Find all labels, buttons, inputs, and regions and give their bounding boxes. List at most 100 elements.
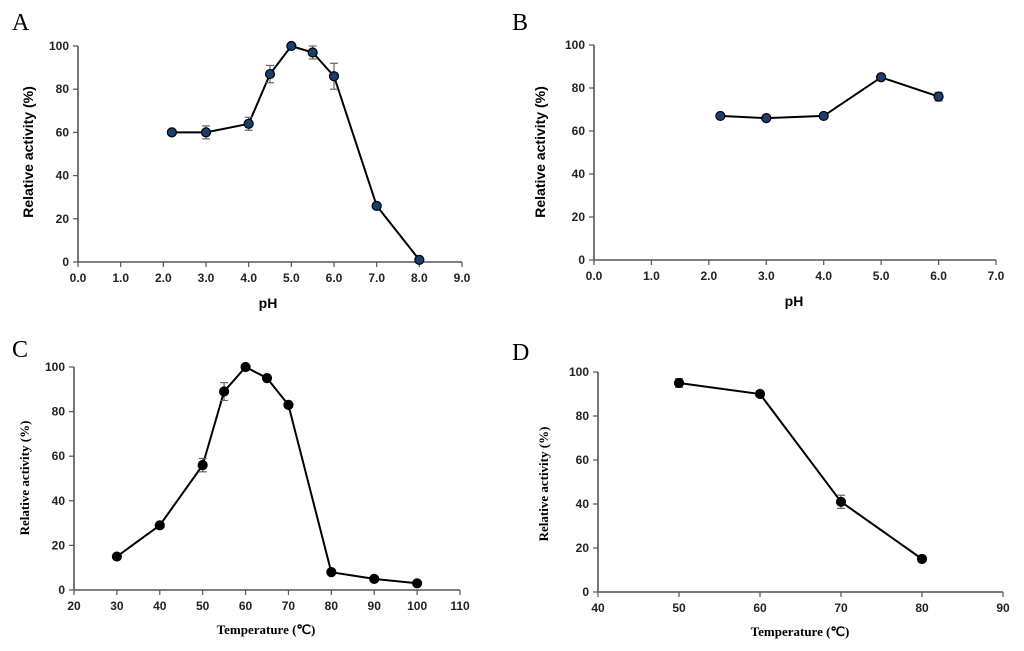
data-point xyxy=(916,553,928,565)
x-tick-label: 50 xyxy=(196,599,210,613)
chart-panel-c: C Relative activity (%) Temperature (℃) … xyxy=(12,337,470,637)
data-point xyxy=(371,200,382,211)
y-tick-label: 100 xyxy=(565,38,585,52)
y-tick-label: 60 xyxy=(572,124,586,138)
series-line xyxy=(678,382,923,560)
series-line xyxy=(116,365,418,585)
x-tick-label: 100 xyxy=(407,599,427,613)
data-point xyxy=(283,399,294,411)
data-point xyxy=(219,386,230,397)
x-tick-label: 20 xyxy=(67,599,81,613)
x-tick-label: 40 xyxy=(153,599,167,613)
series-line xyxy=(171,44,421,261)
x-tick-label: 70 xyxy=(834,601,848,615)
x-tick-label: 50 xyxy=(672,601,686,615)
x-tick-label: 1.0 xyxy=(112,271,129,285)
x-tick-label: 6.0 xyxy=(326,271,343,285)
data-point xyxy=(835,496,847,507)
data-point xyxy=(715,110,726,122)
data-point xyxy=(673,377,685,389)
data-point xyxy=(243,118,254,129)
chart-panel-d: D Relative activity (%) Temperature (℃) … xyxy=(512,340,1010,639)
x-tick-label: 2.0 xyxy=(701,269,718,283)
panel-letter: C xyxy=(12,337,28,363)
x-tick-label: 1.0 xyxy=(643,269,660,283)
data-point xyxy=(197,460,208,471)
data-point xyxy=(369,573,380,584)
x-tick-label: 0.0 xyxy=(586,269,603,283)
data-point xyxy=(761,112,772,124)
data-point xyxy=(754,388,766,400)
x-tick-label: 7.0 xyxy=(368,271,385,285)
data-point xyxy=(166,127,177,138)
y-tick-label: 0 xyxy=(578,253,585,267)
x-tick-label: 60 xyxy=(239,599,253,613)
y-tick-label: 100 xyxy=(569,365,589,379)
y-tick-label: 20 xyxy=(572,210,586,224)
x-axis-title: pH xyxy=(785,293,804,309)
x-axis-title: pH xyxy=(259,295,278,311)
y-tick-label: 40 xyxy=(52,494,66,508)
y-axis-title: Relative activity (%) xyxy=(532,86,548,218)
data-point xyxy=(111,551,122,562)
x-tick-label: 6.0 xyxy=(930,269,947,283)
chart-panel-a: A Relative activity (%) pH 0.0 1.0 2.0 3.0 4… xyxy=(12,10,471,311)
y-tick-label: 80 xyxy=(572,81,586,95)
y-tick-label: 80 xyxy=(56,82,70,96)
data-point xyxy=(307,47,318,58)
data-point xyxy=(154,520,165,531)
x-tick-label: 0.0 xyxy=(70,271,87,285)
chart-panel-b: B Relative activity (%) pH 0.0 1.0 2.0 3.0 4… xyxy=(512,10,1005,309)
y-tick-label: 80 xyxy=(576,409,590,423)
y-tick-label: 40 xyxy=(576,497,590,511)
y-tick-label: 100 xyxy=(49,39,69,53)
y-tick-label: 20 xyxy=(576,541,590,555)
y-tick-label: 0 xyxy=(582,585,589,599)
y-tick-label: 40 xyxy=(572,167,586,181)
x-tick-label: 7.0 xyxy=(988,269,1005,283)
x-tick-label: 4.0 xyxy=(240,271,257,285)
data-point xyxy=(876,72,887,83)
data-point xyxy=(261,373,273,384)
x-tick-label: 3.0 xyxy=(198,271,215,285)
x-tick-label: 3.0 xyxy=(758,269,775,283)
data-point xyxy=(264,68,276,80)
data-point xyxy=(286,40,297,52)
y-tick-label: 20 xyxy=(52,538,66,552)
data-point xyxy=(933,91,944,102)
data-point xyxy=(414,254,425,265)
y-tick-label: 0 xyxy=(62,255,69,269)
y-tick-label: 80 xyxy=(52,405,66,419)
data-point xyxy=(818,110,829,122)
x-axis-title: Temperature (℃) xyxy=(751,624,850,639)
x-tick-label: 80 xyxy=(325,599,339,613)
y-tick-label: 60 xyxy=(52,449,66,463)
x-tick-label: 90 xyxy=(996,601,1010,615)
x-tick-label: 90 xyxy=(368,599,382,613)
y-tick-label: 20 xyxy=(56,212,70,226)
y-axis-title: Relative activity (%) xyxy=(17,421,32,536)
y-tick-label: 0 xyxy=(58,583,65,597)
y-tick-label: 100 xyxy=(45,360,65,374)
x-tick-label: 110 xyxy=(450,599,470,613)
x-tick-label: 30 xyxy=(110,599,124,613)
x-tick-label: 70 xyxy=(282,599,296,613)
panel-letter: B xyxy=(512,10,528,36)
panel-letter: D xyxy=(512,340,529,366)
x-tick-label: 80 xyxy=(915,601,929,615)
x-tick-label: 5.0 xyxy=(873,269,890,283)
y-axis-title: Relative activity (%) xyxy=(536,427,551,542)
data-point xyxy=(328,71,340,82)
y-tick-label: 40 xyxy=(56,169,70,183)
y-tick-label: 60 xyxy=(576,453,590,467)
y-axis-title: Relative activity (%) xyxy=(20,86,36,218)
y-tick-label: 60 xyxy=(56,125,70,139)
data-point xyxy=(240,361,251,373)
data-point xyxy=(326,567,337,578)
series-line xyxy=(720,76,939,120)
data-point xyxy=(200,127,212,138)
x-tick-label: 9.0 xyxy=(454,271,471,285)
x-tick-label: 60 xyxy=(753,601,767,615)
x-tick-label: 40 xyxy=(591,601,605,615)
